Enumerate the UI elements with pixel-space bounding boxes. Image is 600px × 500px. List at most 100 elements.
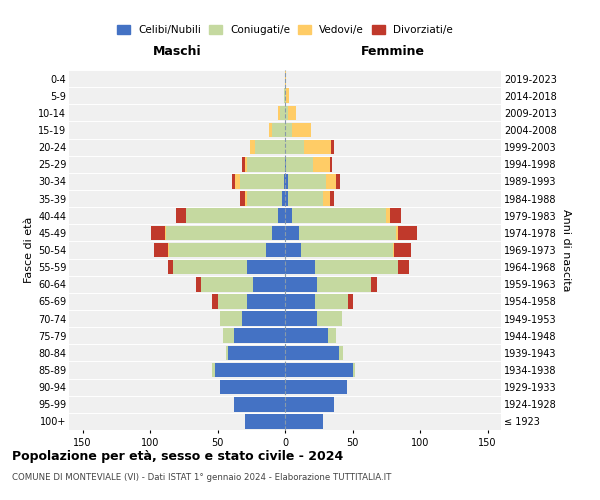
Bar <box>285 226 299 240</box>
Bar <box>286 88 289 103</box>
Bar <box>169 242 266 258</box>
Bar <box>285 88 286 103</box>
Text: Popolazione per età, sesso e stato civile - 2024: Popolazione per età, sesso e stato civil… <box>12 450 343 463</box>
Bar <box>167 242 169 258</box>
Text: COMUNE DI MONTEVIALE (VI) - Dati ISTAT 1° gennaio 2024 - Elaborazione TUTTITALIA: COMUNE DI MONTEVIALE (VI) - Dati ISTAT 1… <box>12 472 391 482</box>
Bar <box>317 312 342 326</box>
Bar <box>247 157 285 172</box>
Bar <box>285 140 304 154</box>
Bar <box>154 242 167 258</box>
Bar <box>245 192 247 206</box>
Bar <box>285 414 323 428</box>
Bar <box>253 277 285 291</box>
Bar <box>220 312 242 326</box>
Bar <box>247 294 285 308</box>
Bar <box>329 157 332 172</box>
Bar <box>226 346 228 360</box>
Bar <box>285 106 288 120</box>
Bar <box>391 208 401 223</box>
Bar <box>280 106 285 120</box>
Bar <box>284 174 285 188</box>
Bar <box>337 174 340 188</box>
Bar <box>314 294 349 308</box>
Bar <box>242 312 285 326</box>
Bar <box>196 277 202 291</box>
Bar <box>285 208 292 223</box>
Bar <box>165 226 166 240</box>
Bar <box>220 380 285 394</box>
Text: Maschi: Maschi <box>152 45 202 58</box>
Bar <box>283 192 285 206</box>
Bar <box>301 242 393 258</box>
Bar <box>223 328 234 343</box>
Bar <box>331 140 334 154</box>
Bar <box>285 397 334 411</box>
Bar <box>278 208 285 223</box>
Bar <box>241 192 245 206</box>
Bar <box>151 226 165 240</box>
Bar <box>398 260 409 274</box>
Bar <box>176 208 187 223</box>
Bar <box>285 346 339 360</box>
Bar <box>271 226 285 240</box>
Bar <box>245 157 247 172</box>
Bar <box>304 140 331 154</box>
Bar <box>285 362 353 378</box>
Bar <box>353 362 355 378</box>
Bar <box>284 88 285 103</box>
Text: Femmine: Femmine <box>361 45 425 58</box>
Bar <box>299 226 396 240</box>
Bar <box>247 192 283 206</box>
Bar <box>328 328 337 343</box>
Bar <box>256 140 285 154</box>
Bar <box>271 122 285 138</box>
Bar <box>285 157 286 172</box>
Bar <box>288 174 325 188</box>
Bar <box>269 122 271 138</box>
Bar <box>285 192 288 206</box>
Bar <box>371 277 377 291</box>
Bar <box>173 260 247 274</box>
Bar <box>217 294 247 308</box>
Bar <box>228 346 285 360</box>
Y-axis label: Anni di nascita: Anni di nascita <box>561 209 571 291</box>
Bar <box>349 294 353 308</box>
Bar <box>285 380 347 394</box>
Bar <box>285 242 301 258</box>
Bar <box>234 397 285 411</box>
Y-axis label: Fasce di età: Fasce di età <box>23 217 34 283</box>
Bar <box>285 294 314 308</box>
Bar <box>235 174 241 188</box>
Bar <box>317 277 371 291</box>
Bar <box>285 312 317 326</box>
Bar <box>288 192 323 206</box>
Legend: Celibi/Nubili, Coniugati/e, Vedovi/e, Divorziati/e: Celibi/Nubili, Coniugati/e, Vedovi/e, Di… <box>113 21 457 40</box>
Bar <box>202 277 253 291</box>
Bar <box>285 122 292 138</box>
Bar <box>396 226 398 240</box>
Bar <box>166 226 271 240</box>
Bar <box>394 242 410 258</box>
Bar <box>285 328 328 343</box>
Bar <box>292 208 386 223</box>
Bar <box>386 208 391 223</box>
Bar <box>292 122 311 138</box>
Bar <box>187 208 278 223</box>
Bar <box>285 174 288 188</box>
Bar <box>285 260 314 274</box>
Bar <box>329 192 334 206</box>
Bar <box>325 174 337 188</box>
Bar <box>285 277 317 291</box>
Bar <box>266 242 285 258</box>
Bar <box>247 260 285 274</box>
Bar <box>167 260 173 274</box>
Bar <box>245 414 285 428</box>
Bar <box>285 72 286 86</box>
Bar <box>393 242 394 258</box>
Bar <box>234 328 285 343</box>
Bar <box>313 157 329 172</box>
Bar <box>314 260 398 274</box>
Bar <box>288 106 296 120</box>
Bar <box>232 174 235 188</box>
Bar <box>241 174 284 188</box>
